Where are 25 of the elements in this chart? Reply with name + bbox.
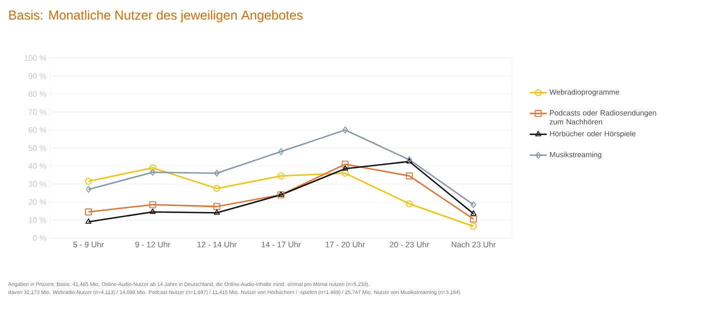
chart-title: Basis: Monatliche Nutzer des jeweiligen Angebotes xyxy=(9,10,303,22)
point xyxy=(342,160,349,168)
point xyxy=(342,170,349,177)
point xyxy=(150,208,156,214)
point xyxy=(86,186,92,193)
point xyxy=(406,172,413,180)
point xyxy=(470,216,477,223)
point xyxy=(150,168,156,176)
point xyxy=(278,172,284,180)
point xyxy=(214,170,220,177)
point xyxy=(85,208,92,216)
point xyxy=(470,201,476,208)
point xyxy=(342,126,348,134)
point xyxy=(149,201,156,208)
point xyxy=(149,164,156,172)
point xyxy=(214,209,220,215)
point xyxy=(342,165,348,171)
point xyxy=(85,218,92,224)
point xyxy=(470,222,477,230)
point xyxy=(278,148,284,156)
point xyxy=(470,210,477,216)
point xyxy=(406,200,413,208)
point xyxy=(213,203,220,210)
point xyxy=(213,185,220,192)
point xyxy=(85,178,92,185)
